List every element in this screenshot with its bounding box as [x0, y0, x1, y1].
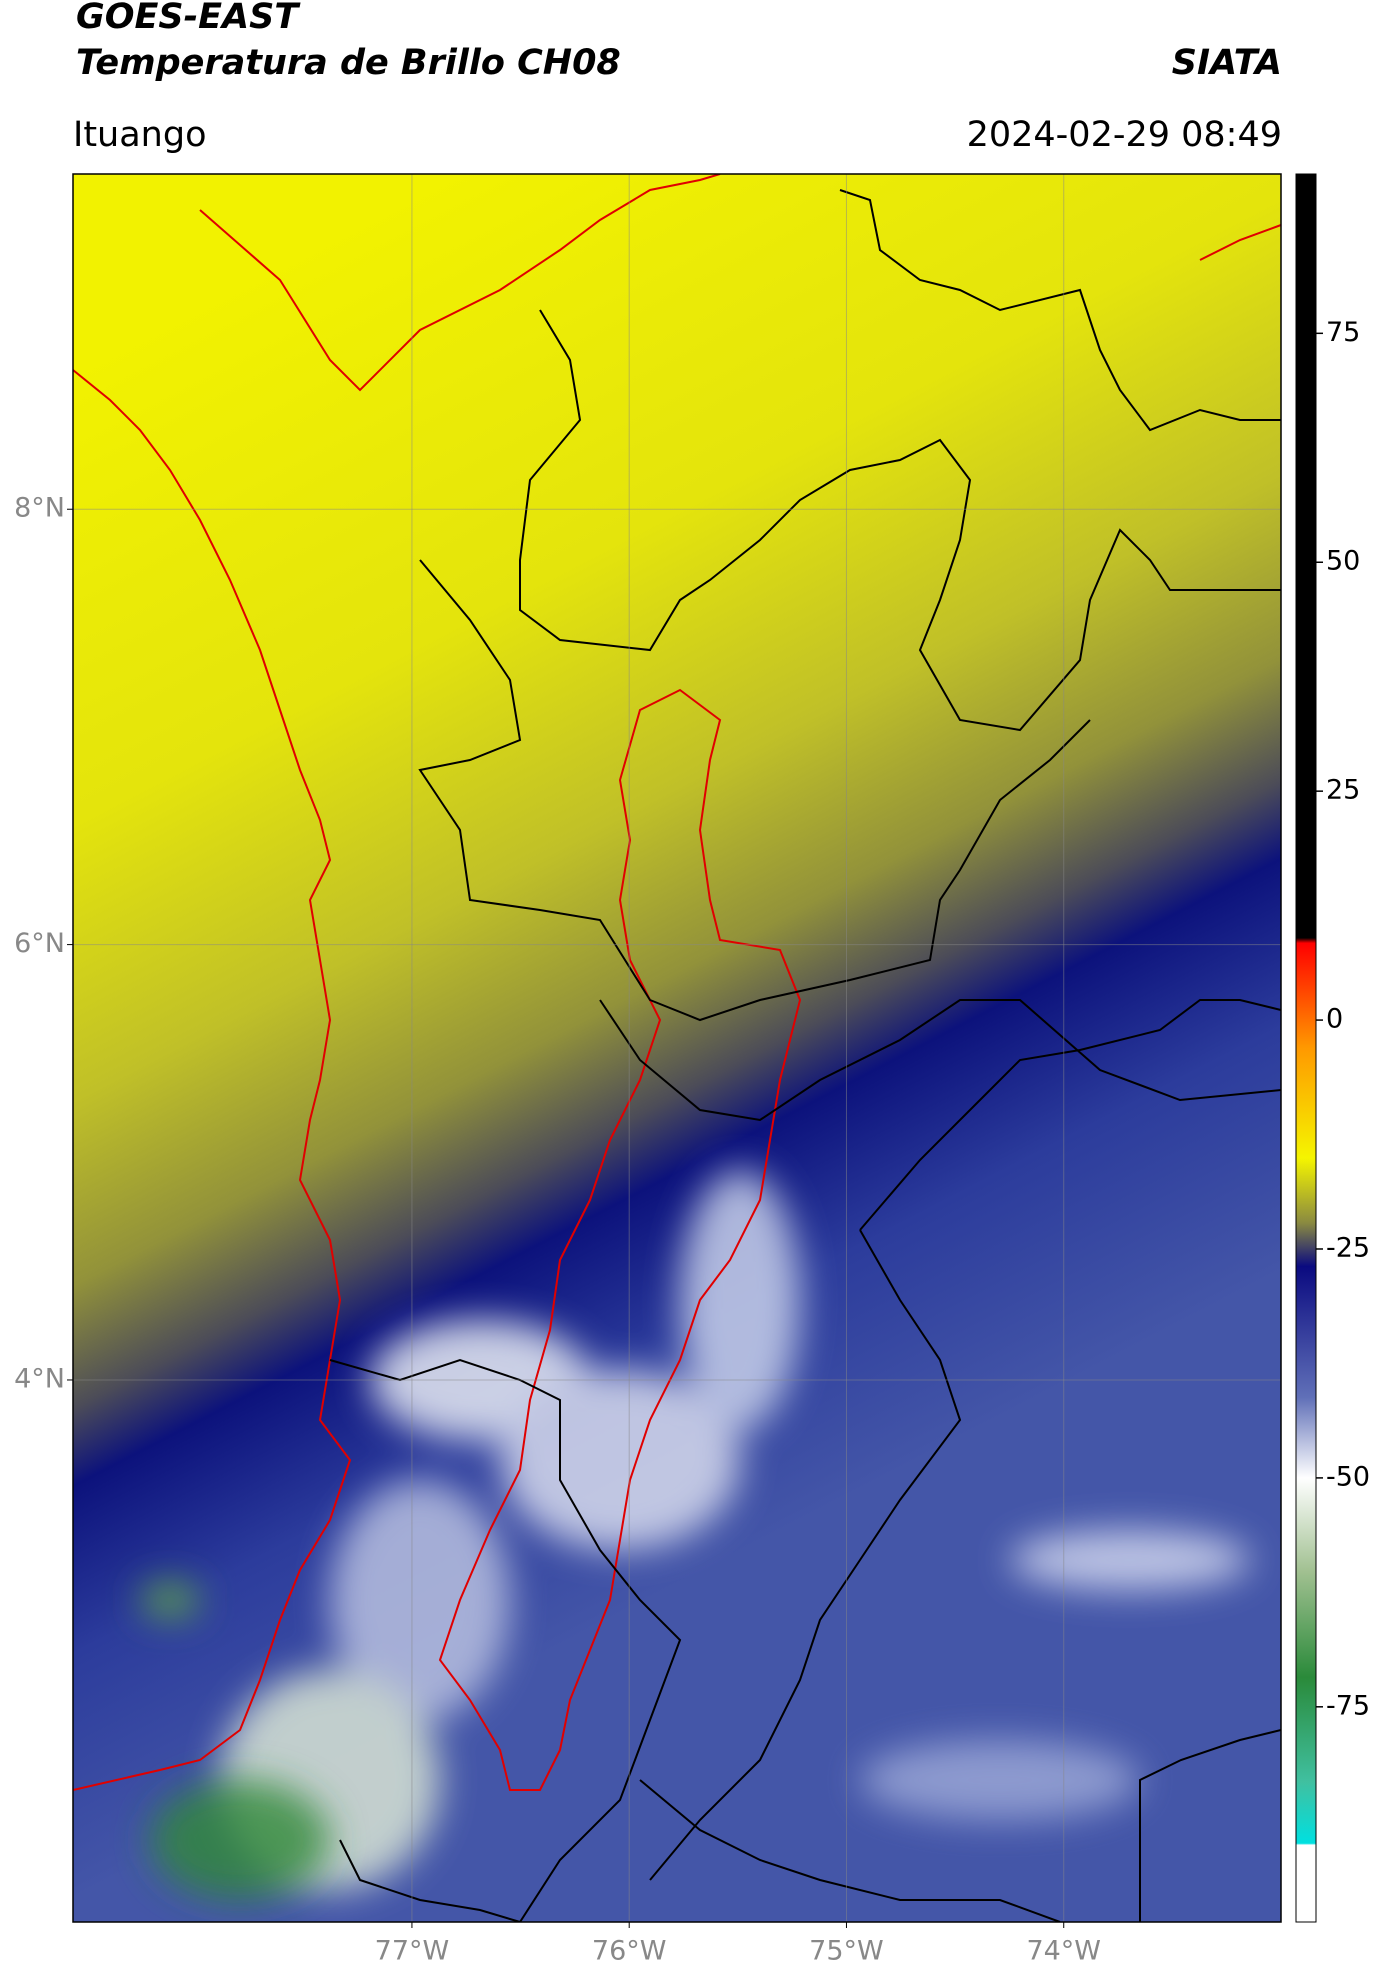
graticule [73, 174, 1281, 1922]
colorbar-tick-label: 50 [1326, 546, 1360, 577]
lat-tick-label: 4°N [14, 1363, 65, 1394]
colorbar-tick-label: 0 [1326, 1004, 1343, 1035]
map-image [73, 174, 1281, 1922]
subtitle: Temperatura de Brillo CH08 [76, 43, 621, 83]
agency: SIATA [1172, 43, 1282, 83]
colorbar-tick-label: -75 [1326, 1690, 1370, 1721]
lon-tick-label: 75°W [809, 1936, 884, 1967]
lat-tick-label: 6°N [14, 928, 65, 959]
colorbar [1295, 173, 1317, 1923]
title: GOES-EAST [76, 0, 301, 37]
lon-tick-label: 74°W [1026, 1936, 1101, 1967]
colorbar-tick-label: 25 [1326, 775, 1360, 806]
lon-tick-label: 76°W [592, 1936, 667, 1967]
lat-tick-label: 8°N [14, 493, 65, 524]
colorbar-tick-label: 75 [1326, 317, 1360, 348]
colorbar-tick-label: -25 [1326, 1232, 1370, 1263]
location: Ituango [73, 115, 207, 155]
datetime: 2024-02-29 08:49 [967, 115, 1282, 155]
map-frame [72, 173, 1282, 1923]
lon-tick-label: 77°W [375, 1936, 450, 1967]
colorbar-tick-label: -50 [1326, 1461, 1370, 1492]
